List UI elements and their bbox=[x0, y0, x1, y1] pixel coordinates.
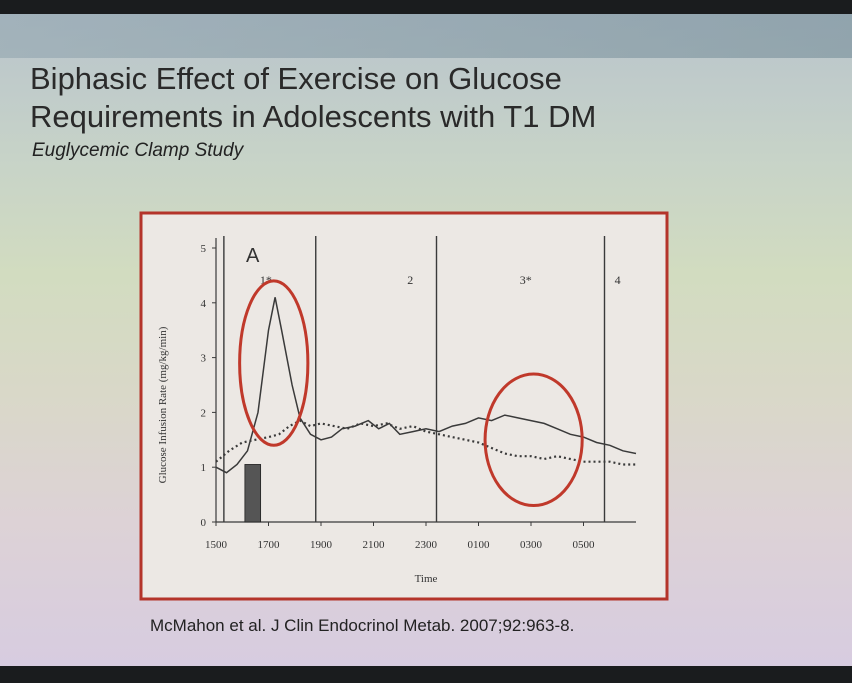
x-tick-label: 0500 bbox=[573, 539, 596, 551]
y-tick-label: 2 bbox=[201, 407, 207, 419]
period-label: 4 bbox=[615, 273, 621, 287]
y-tick-label: 0 bbox=[201, 517, 207, 529]
period-label: 3* bbox=[520, 273, 532, 287]
y-tick-label: 5 bbox=[201, 243, 207, 255]
y-tick-label: 4 bbox=[201, 298, 207, 310]
y-tick-label: 3 bbox=[201, 353, 207, 365]
period-label: 2 bbox=[407, 273, 413, 287]
x-axis-title: Time bbox=[415, 573, 438, 585]
highlight-ellipse bbox=[483, 372, 584, 508]
slide-subtitle: Euglycemic Clamp Study bbox=[32, 140, 244, 161]
title-line-1: Biphasic Effect of Exercise on Glucose bbox=[30, 61, 562, 96]
slide-title: Biphasic Effect of Exercise on Glucose R… bbox=[30, 60, 810, 136]
chart-frame bbox=[139, 211, 669, 601]
exercise-bar bbox=[244, 464, 262, 523]
solid-series-line bbox=[215, 297, 637, 474]
slide-top-band bbox=[0, 14, 852, 58]
y-tick-label: 1 bbox=[201, 462, 207, 474]
x-tick-label: 2100 bbox=[363, 539, 386, 551]
x-tick-label: 1700 bbox=[258, 539, 281, 551]
slide: Biphasic Effect of Exercise on Glucose R… bbox=[0, 14, 852, 666]
figure-label: A bbox=[246, 245, 260, 267]
x-tick-label: 2300 bbox=[415, 539, 438, 551]
highlight-ellipse bbox=[238, 279, 310, 447]
x-tick-label: 1500 bbox=[205, 539, 228, 551]
x-tick-label: 1900 bbox=[310, 539, 333, 551]
dotted-series-line bbox=[215, 419, 636, 466]
citation: McMahon et al. J Clin Endocrinol Metab. … bbox=[150, 616, 575, 635]
x-tick-label: 0300 bbox=[520, 539, 543, 551]
title-line-2: Requirements in Adolescents with T1 DM bbox=[30, 99, 597, 134]
x-tick-label: 0100 bbox=[468, 539, 491, 551]
y-axis-title: Glucose Infusion Rate (mg/kg/min) bbox=[157, 326, 169, 483]
